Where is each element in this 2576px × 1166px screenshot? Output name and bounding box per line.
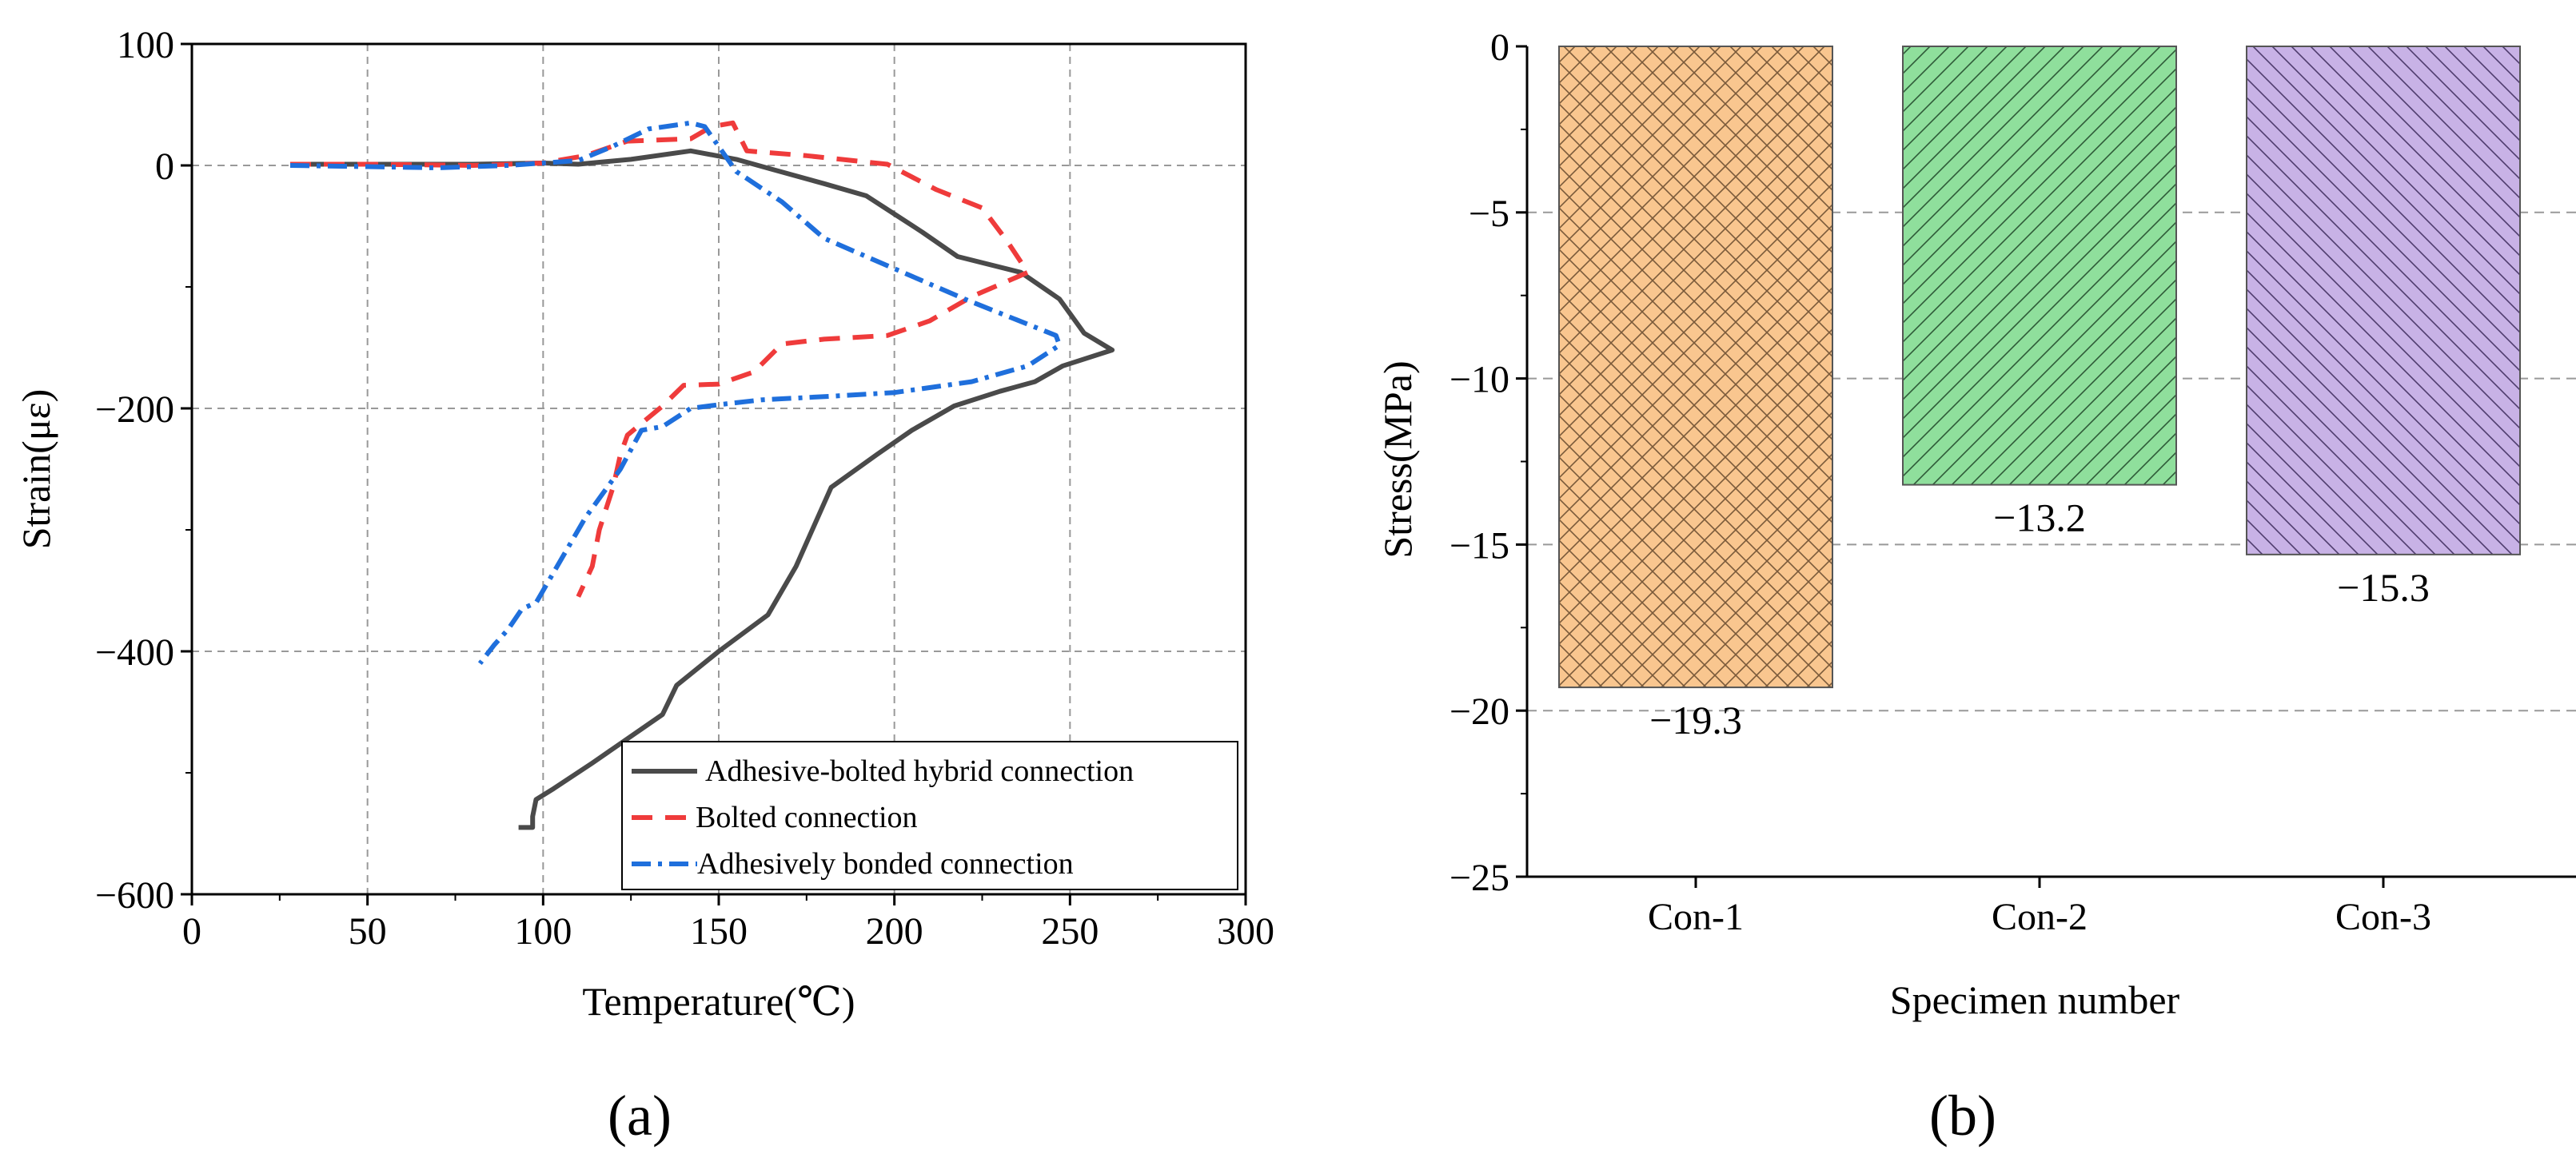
panel-b-axes: 0 −5 −10 −15 −20 −25 Con-1 Con-2 Con-3 xyxy=(1449,26,2576,938)
panel-a-ytick-label: 100 xyxy=(117,24,174,66)
panel-a-ticks: 0 50 100 150 200 250 300 100 0 −200 −400 −600 xyxy=(95,24,1274,953)
panel-a-ytick-label: −200 xyxy=(95,388,174,431)
panel-a-xtick-label: 200 xyxy=(866,910,923,953)
series-line-3 xyxy=(289,120,1063,666)
panel-a-lines xyxy=(289,120,1115,830)
panel-b-label: (b) xyxy=(1929,1084,1996,1148)
panel-b-category-label: Con-3 xyxy=(2335,896,2431,938)
panel-b-ytick-label: −15 xyxy=(1449,524,1509,567)
legend-label-bolted: Bolted connection xyxy=(696,801,918,834)
bar-value-label: −13.2 xyxy=(1993,495,2086,540)
legend-label-hybrid: Adhesive-bolted hybrid connection xyxy=(705,754,1134,788)
bar-value-label: −19.3 xyxy=(1649,698,1742,742)
bar-value-label: −15.3 xyxy=(2337,565,2430,610)
bar-con-2 xyxy=(1902,46,2177,486)
panel-b-ytick-label: −10 xyxy=(1449,359,1509,401)
panel-a-x-axis-label: Temperature(℃) xyxy=(582,979,855,1024)
panel-b-x-axis-label: Specimen number xyxy=(1890,977,2180,1022)
bar-con-1 xyxy=(1558,46,1833,689)
panel-b-ytick-label: −20 xyxy=(1449,690,1509,733)
panel-a-xtick-label: 50 xyxy=(349,910,387,953)
panel-b-category-label: Con-2 xyxy=(1992,896,2088,938)
panel-a-ytick-label: 0 xyxy=(155,145,174,188)
panel-a-xtick-label: 250 xyxy=(1041,910,1099,953)
panel-a-xtick-label: 100 xyxy=(514,910,572,953)
panel-a-ytick-label: −600 xyxy=(95,874,174,917)
panel-a-xtick-label: 0 xyxy=(182,910,201,953)
legend-label-bonded: Adhesively bonded connection xyxy=(697,847,1074,881)
series-line-2 xyxy=(290,120,1031,598)
panel-b: −19.3 −13.2 −15.3 0 −5 −10 −15 −20 −25 Con-1 Con-… xyxy=(1375,26,2576,1148)
panel-a-ytick-label: −400 xyxy=(95,631,174,674)
panel-b-ytick-label: −5 xyxy=(1469,193,1509,235)
panel-a-label: (a) xyxy=(608,1084,672,1148)
panel-b-ytick-label: −25 xyxy=(1449,857,1509,899)
panel-a-xtick-label: 150 xyxy=(690,910,748,953)
legend-box xyxy=(621,741,1238,890)
panel-a-y-axis-label: Strain(με) xyxy=(14,389,58,550)
panel-b-category-label: Con-1 xyxy=(1648,896,1744,938)
panel-a-legend: Adhesive-bolted hybrid connection Bolted… xyxy=(621,741,1238,890)
panel-b-y-axis-label: Stress(MPa) xyxy=(1375,360,1420,558)
panel-b-bars: −19.3 −13.2 −15.3 xyxy=(1558,46,2521,742)
panel-b-ytick-label: 0 xyxy=(1490,26,1509,69)
series-line-1 xyxy=(290,148,1115,830)
panel-a-xtick-label: 300 xyxy=(1217,910,1274,953)
bar-con-3 xyxy=(2246,46,2521,555)
panel-a: 0 50 100 150 200 250 300 100 0 −200 −400 −600 Tempe… xyxy=(14,24,1274,1148)
